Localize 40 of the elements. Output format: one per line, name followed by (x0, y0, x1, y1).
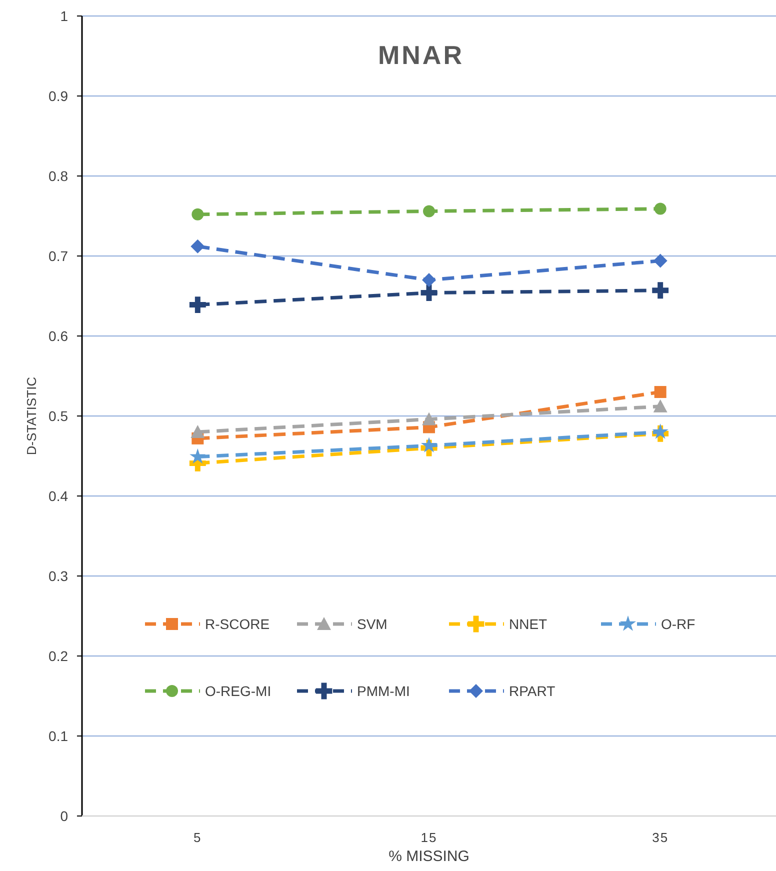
point (652, 282, 669, 299)
point (190, 425, 205, 438)
y-tick-label: 0.3 (48, 568, 68, 584)
y-axis-title: D-STATISTIC (24, 376, 39, 456)
point (189, 296, 206, 314)
x-tick-label: 15 (420, 830, 438, 845)
point (654, 202, 666, 215)
point (652, 424, 668, 439)
y-tick-label: 0.7 (48, 248, 68, 264)
y-tick-label: 0 (60, 808, 68, 824)
x-tick-label: 35 (652, 830, 669, 845)
y-tick-label: 0.8 (48, 168, 68, 184)
point (653, 399, 668, 412)
legend-label: RPART (509, 682, 556, 699)
point (190, 448, 206, 464)
x-axis-title: % MISSING (388, 848, 470, 865)
y-tick-label: 0.6 (48, 328, 68, 344)
point (420, 284, 438, 302)
legend-label: SVM (357, 616, 388, 632)
y-tick-label: 0.2 (48, 648, 68, 664)
legend-label: NNET (509, 616, 548, 632)
point (190, 239, 205, 254)
y-tick-label: 0.1 (48, 728, 68, 744)
point (420, 437, 438, 452)
y-tick-label: 0.9 (48, 88, 68, 104)
legend-label: PMM-MI (357, 682, 410, 699)
y-tick-label: 0.4 (48, 488, 68, 504)
point (653, 254, 668, 268)
point (654, 386, 666, 398)
point (422, 412, 436, 426)
legend-label: O-REG-MI (205, 682, 272, 699)
y-tick-label: 0.5 (48, 408, 68, 424)
x-tick-label: 5 (194, 830, 202, 845)
point (422, 273, 436, 287)
legend-label: O-RF (661, 616, 696, 632)
text: MNAR (378, 40, 464, 70)
y-tick-label: 1 (60, 8, 68, 24)
point (192, 208, 204, 220)
point (423, 205, 435, 218)
legend-label: R-SCORE (205, 616, 270, 632)
